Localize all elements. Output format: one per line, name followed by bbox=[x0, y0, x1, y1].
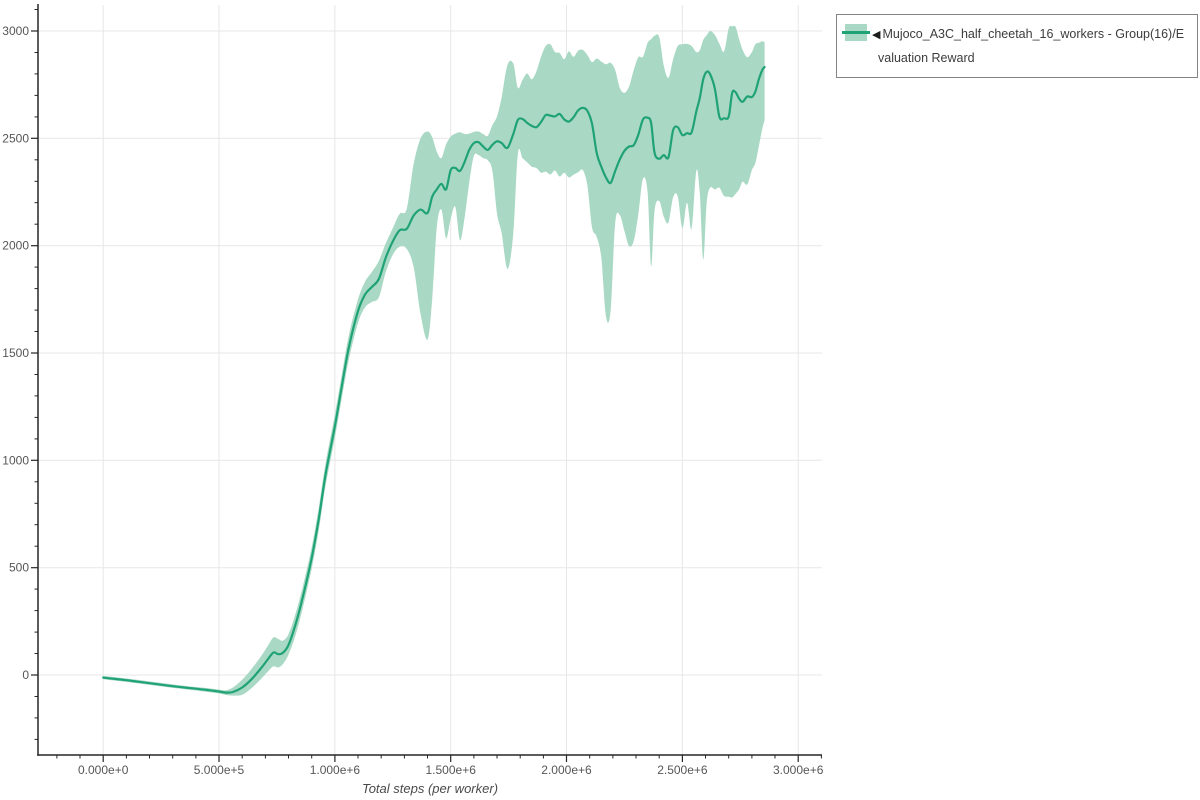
confidence-band bbox=[103, 25, 765, 696]
legend-label: Mujoco_A3C_half_cheetah_16_workers - Gro… bbox=[878, 27, 1185, 65]
legend[interactable]: ◀ Mujoco_A3C_half_cheetah_16_workers - Gr… bbox=[836, 14, 1198, 78]
legend-item[interactable]: ◀ Mujoco_A3C_half_cheetah_16_workers - Gr… bbox=[842, 23, 1190, 70]
x-tick-label: 0.000e+0 bbox=[78, 763, 129, 777]
y-tick-label: 1500 bbox=[2, 346, 29, 360]
x-tick-label: 1.000e+6 bbox=[310, 763, 361, 777]
x-tick-label: 2.500e+6 bbox=[657, 763, 708, 777]
series-line[interactable] bbox=[102, 66, 766, 694]
x-axis-title: Total steps (per worker) bbox=[361, 781, 499, 796]
legend-swatch-line-icon bbox=[842, 31, 870, 34]
y-tick-label: 500 bbox=[9, 561, 29, 575]
plot-area[interactable] bbox=[38, 5, 822, 755]
x-tick-label: 5.000e+5 bbox=[194, 763, 245, 777]
x-tick-label: 3.000e+6 bbox=[773, 763, 824, 777]
y-tick-label: 3000 bbox=[2, 24, 29, 38]
y-tick-label: 2500 bbox=[2, 131, 29, 145]
y-tick-label: 0 bbox=[22, 668, 29, 682]
x-tick-label: 2.000e+6 bbox=[541, 763, 592, 777]
y-tick-label: 1000 bbox=[2, 453, 29, 467]
plot-area-group bbox=[102, 25, 766, 696]
y-tick-label: 2000 bbox=[2, 239, 29, 253]
legend-collapse-icon[interactable]: ◀ bbox=[872, 29, 881, 41]
x-tick-label: 1.500e+6 bbox=[426, 763, 477, 777]
legend-swatch-icon bbox=[842, 24, 870, 41]
